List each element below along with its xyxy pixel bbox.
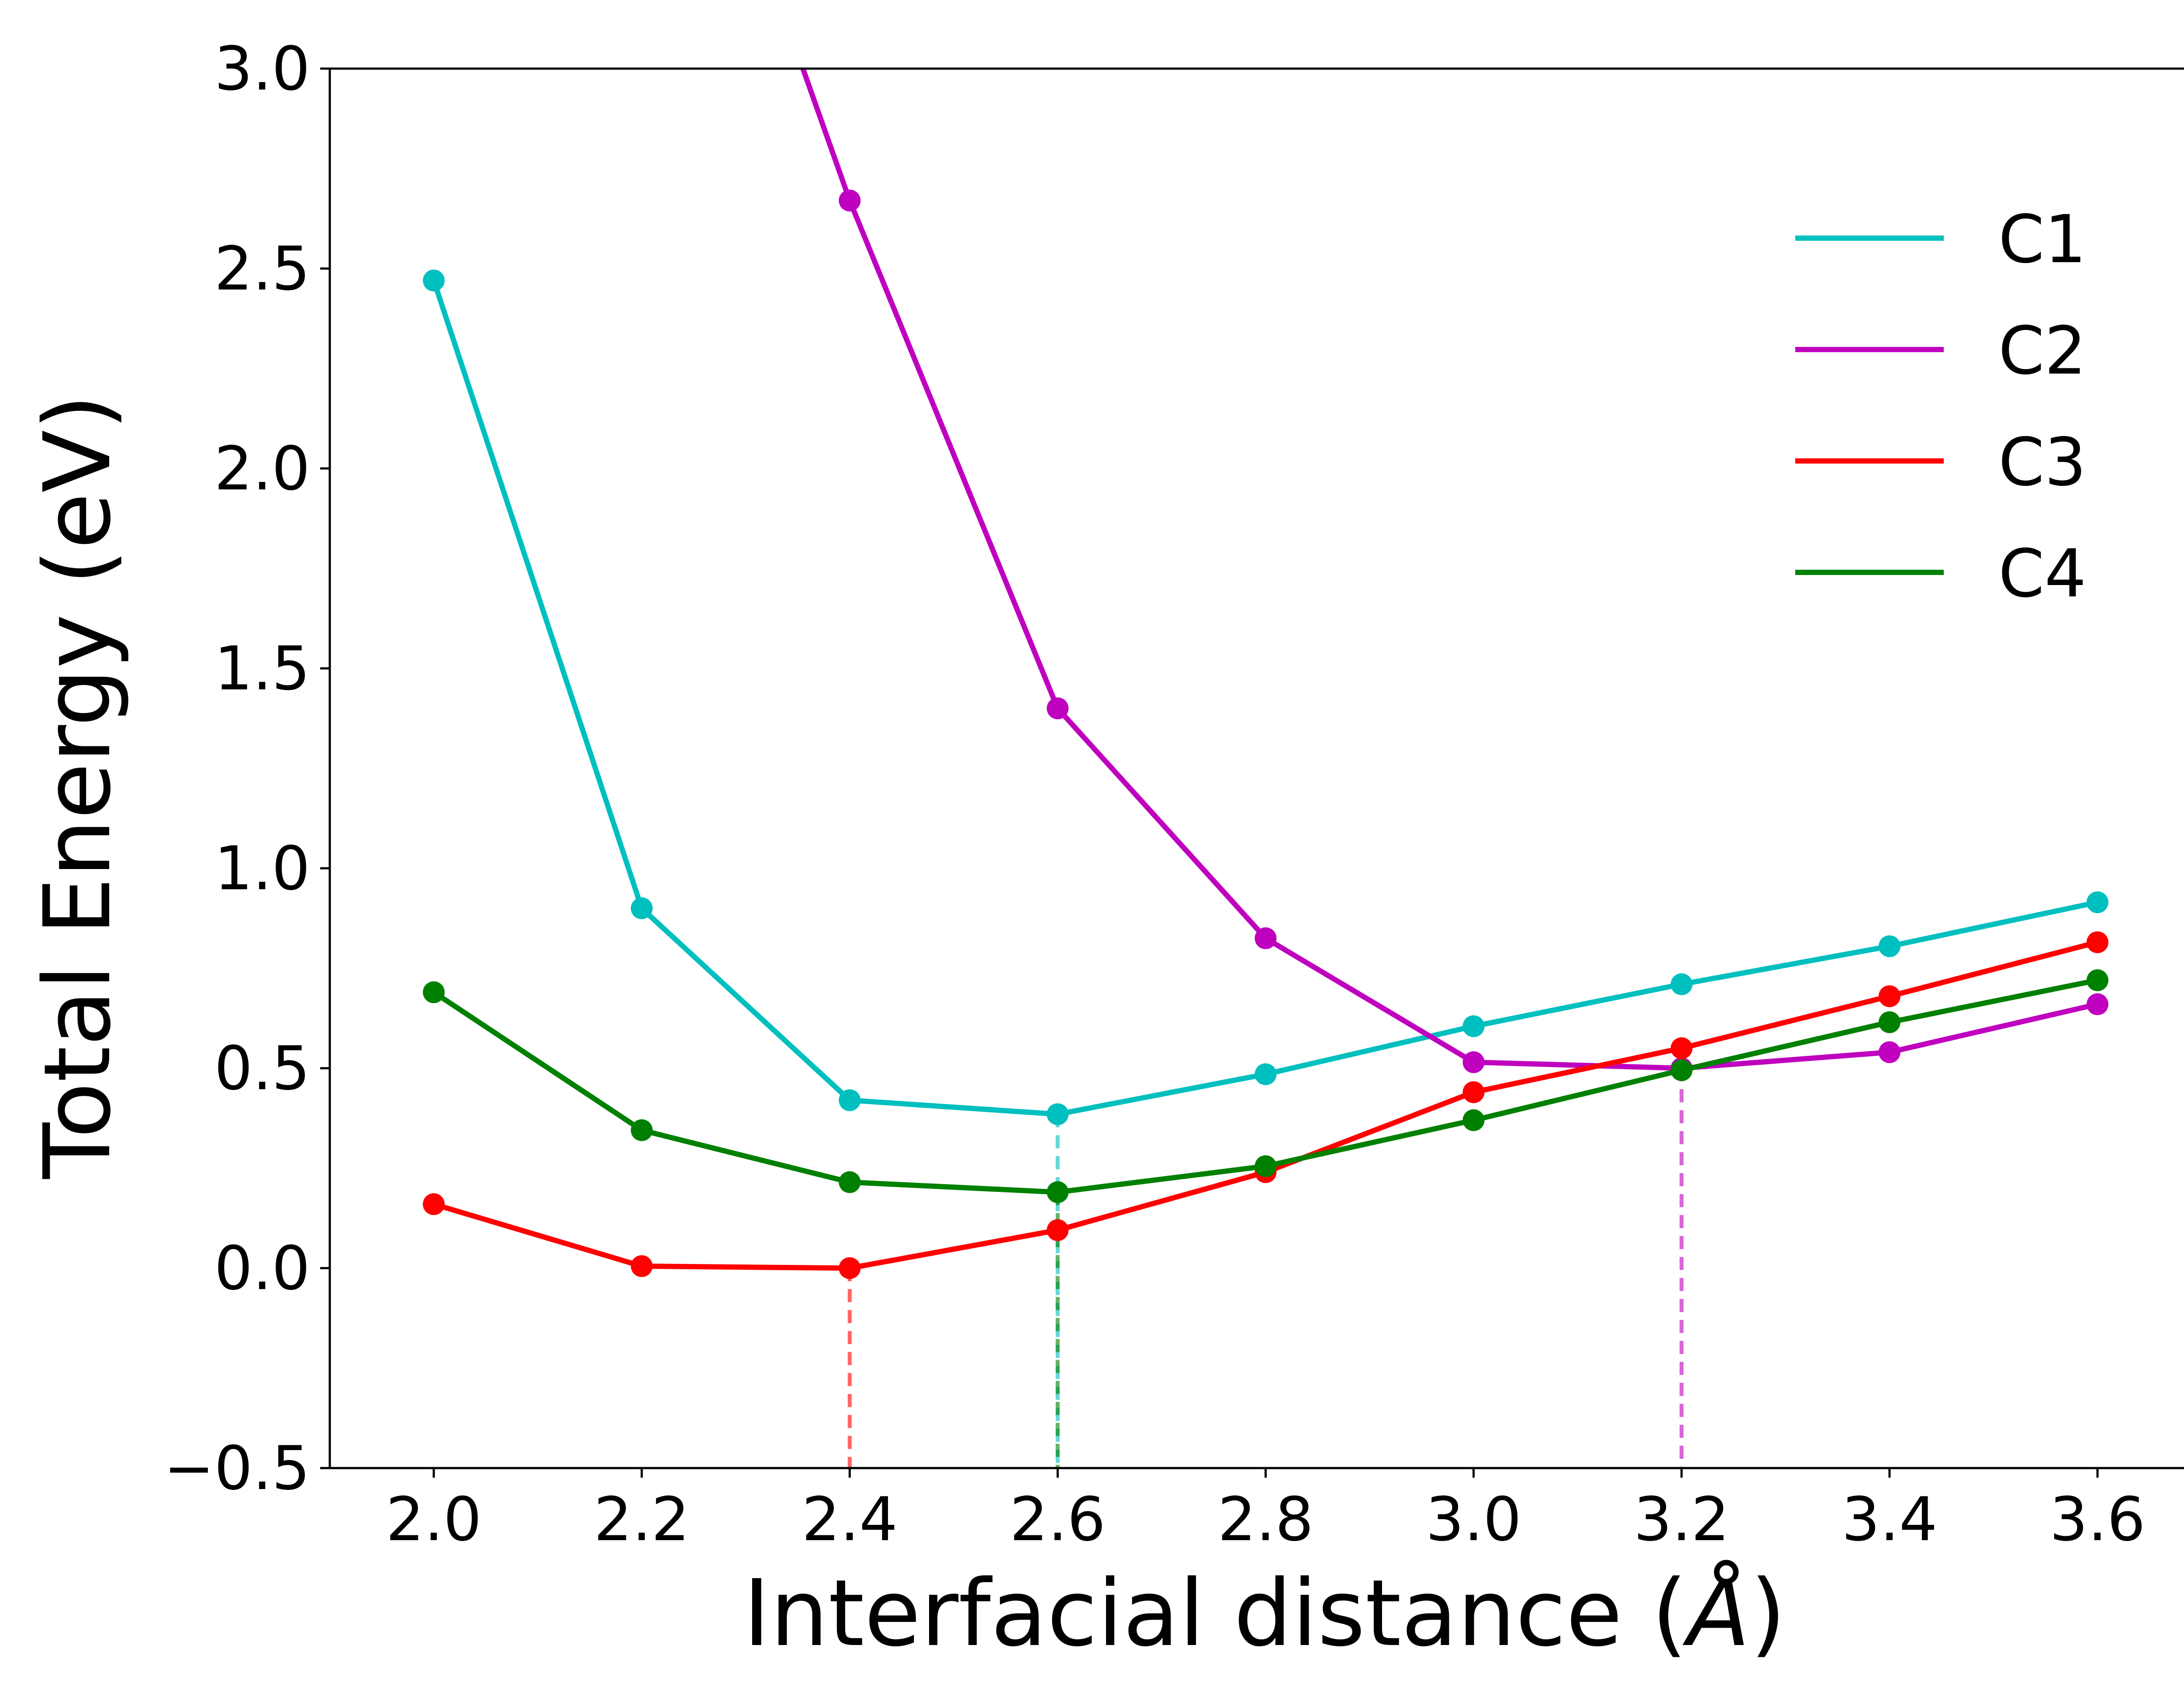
series-line-c2 bbox=[800, 69, 2100, 1071]
data-point-c4 bbox=[423, 981, 445, 1003]
data-point-c1 bbox=[839, 1089, 861, 1112]
axis-ticks: 2.0 2.2 2.4 2.6 2.8 3.0 3.2 3.4 3.6 −0.5 0.0 0.5 1.0… bbox=[164, 34, 2146, 1555]
x-tick-label: 2.0 bbox=[386, 1484, 481, 1555]
legend-label-c4: C4 bbox=[1998, 535, 2087, 612]
data-point-c2 bbox=[2086, 993, 2108, 1015]
x-tick-label: 3.6 bbox=[2049, 1484, 2145, 1555]
data-point-c1 bbox=[423, 270, 445, 292]
x-tick-label: 2.6 bbox=[1010, 1484, 1106, 1555]
data-point-c2 bbox=[1878, 1041, 1901, 1063]
data-point-c2 bbox=[1254, 927, 1277, 949]
y-tick-label: 2.0 bbox=[214, 433, 310, 504]
x-axis-label: Interfacial distance (Å) bbox=[743, 1560, 1786, 1667]
x-tick-label: 2.8 bbox=[1218, 1484, 1313, 1555]
y-tick-label: 1.0 bbox=[214, 833, 310, 904]
data-point-c1 bbox=[631, 897, 653, 919]
data-point-c3 bbox=[1462, 1081, 1485, 1103]
data-point-c3 bbox=[1047, 1219, 1069, 1241]
x-axis-label-close: ) bbox=[1750, 1560, 1786, 1667]
data-point-c4 bbox=[2086, 969, 2108, 991]
data-point-c4 bbox=[1254, 1155, 1277, 1178]
data-point-c4 bbox=[839, 1171, 861, 1193]
data-point-c1 bbox=[1878, 935, 1901, 957]
data-point-c2 bbox=[1047, 697, 1069, 720]
data-point-c3 bbox=[1670, 1037, 1693, 1060]
y-tick-label: −0.5 bbox=[164, 1433, 310, 1503]
data-point-c4 bbox=[1047, 1181, 1069, 1203]
y-axis-label: Total Energy (eV) bbox=[24, 394, 131, 1179]
data-point-c4 bbox=[1462, 1109, 1485, 1131]
data-point-c1 bbox=[1462, 1015, 1485, 1037]
x-axis-label-text: Interfacial distance ( bbox=[743, 1560, 1687, 1667]
data-point-c1 bbox=[1047, 1103, 1069, 1126]
legend-label-c2: C2 bbox=[1998, 312, 2087, 389]
y-tick-label: 1.5 bbox=[214, 634, 310, 704]
x-tick-label: 2.2 bbox=[594, 1484, 689, 1555]
data-point-c4 bbox=[631, 1119, 653, 1141]
x-axis-label-unit: Å bbox=[1682, 1560, 1750, 1667]
x-tick-label: 3.4 bbox=[1842, 1484, 1937, 1555]
data-point-c3 bbox=[1878, 985, 1901, 1008]
data-point-c1 bbox=[1254, 1063, 1277, 1085]
data-point-c2 bbox=[1462, 1051, 1485, 1074]
legend: C1 C2 C3 C4 bbox=[1795, 201, 2087, 612]
x-tick-label: 3.0 bbox=[1426, 1484, 1521, 1555]
data-point-c2 bbox=[839, 189, 861, 211]
data-point-c3 bbox=[631, 1255, 653, 1277]
legend-label-c3: C3 bbox=[1998, 424, 2087, 501]
data-point-c3 bbox=[839, 1257, 861, 1279]
legend-label-c1: C1 bbox=[1998, 201, 2087, 278]
y-tick-label: 0.0 bbox=[214, 1233, 310, 1303]
y-tick-label: 3.0 bbox=[214, 34, 310, 104]
plot-clip-group bbox=[423, 69, 2108, 1468]
x-tick-label: 2.4 bbox=[802, 1484, 898, 1555]
data-point-c1 bbox=[2086, 891, 2108, 914]
data-point-c3 bbox=[2086, 931, 2108, 953]
data-point-c3 bbox=[423, 1193, 445, 1216]
x-tick-label: 3.2 bbox=[1634, 1484, 1729, 1555]
y-tick-label: 2.5 bbox=[214, 234, 310, 304]
y-tick-label: 0.5 bbox=[214, 1033, 310, 1104]
data-point-c1 bbox=[1670, 973, 1693, 995]
plot-area bbox=[423, 69, 2108, 1468]
data-point-c4 bbox=[1670, 1059, 1693, 1081]
data-point-c4 bbox=[1878, 1011, 1901, 1033]
